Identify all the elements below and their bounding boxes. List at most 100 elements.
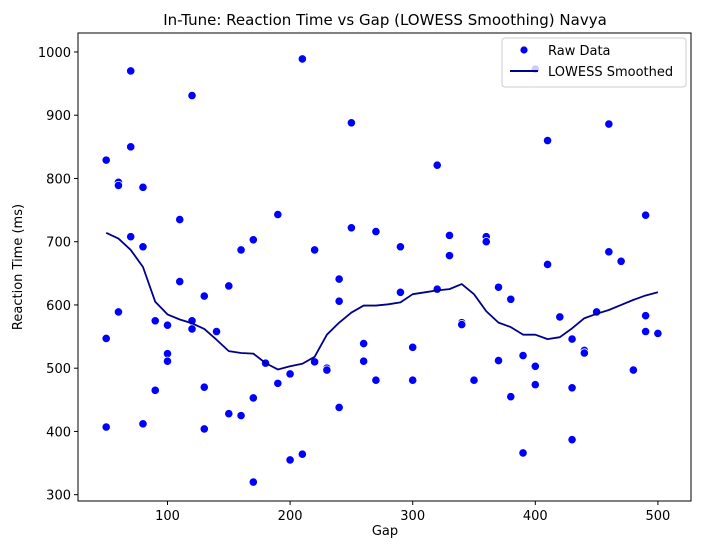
raw-data-point xyxy=(481,237,491,247)
raw-data-point xyxy=(199,291,209,301)
raw-data-point xyxy=(297,54,307,64)
raw-data-point xyxy=(444,251,455,261)
raw-data-point xyxy=(285,455,295,465)
raw-data-point xyxy=(641,210,651,220)
legend-label-lowess: LOWESS Smoothed xyxy=(548,65,673,80)
x-axis: 100 200 300 400 500 xyxy=(155,501,670,524)
x-tick-label: 400 xyxy=(523,509,548,524)
raw-data-point xyxy=(542,259,553,270)
x-tick-label: 200 xyxy=(278,509,303,524)
raw-data-point xyxy=(175,214,185,225)
raw-data-point xyxy=(224,281,234,291)
raw-data-point xyxy=(616,256,626,266)
raw-data-point xyxy=(187,91,197,101)
y-tick-label: 900 xyxy=(46,109,71,124)
raw-data-point xyxy=(567,435,577,445)
y-tick-label: 500 xyxy=(46,362,71,377)
y-axis: 300 400 500 600 700 800 900 1000 xyxy=(38,46,78,504)
raw-data-point xyxy=(641,326,651,337)
raw-data-point xyxy=(579,348,589,358)
raw-data-point xyxy=(138,182,148,192)
raw-data-point xyxy=(113,180,124,191)
raw-data-point xyxy=(432,284,442,294)
x-tick-label: 100 xyxy=(155,509,180,524)
raw-data-point xyxy=(493,355,504,366)
raw-data-point xyxy=(334,274,344,284)
raw-data-point xyxy=(101,155,111,165)
chart-title: In-Tune: Reaction Time vs Gap (LOWESS Sm… xyxy=(163,11,607,29)
y-tick-label: 1000 xyxy=(38,46,71,61)
raw-data-point xyxy=(211,326,222,337)
raw-data-point xyxy=(248,477,258,487)
raw-data-point xyxy=(285,369,295,379)
raw-data-point xyxy=(162,349,173,359)
raw-data-point xyxy=(542,135,553,146)
raw-data-point xyxy=(567,383,577,393)
y-axis-title: Reaction Time (ms) xyxy=(11,204,26,330)
raw-data-point xyxy=(469,375,479,385)
raw-data-point xyxy=(346,223,356,233)
raw-data-point xyxy=(506,294,516,304)
plot-area xyxy=(101,54,663,487)
raw-data-point xyxy=(530,380,540,390)
x-axis-title: Gap xyxy=(372,524,398,539)
raw-data-point xyxy=(346,118,356,128)
raw-data-point xyxy=(359,356,369,366)
raw-data-point xyxy=(101,422,111,432)
x-tick-label: 300 xyxy=(400,509,425,524)
raw-data-point xyxy=(113,307,124,317)
raw-data-point xyxy=(224,409,234,419)
raw-data-point xyxy=(236,245,246,255)
raw-data-point xyxy=(273,209,283,220)
raw-data-point xyxy=(126,232,136,242)
raw-data-point xyxy=(334,402,344,412)
raw-data-point xyxy=(408,375,418,385)
raw-data-point xyxy=(150,316,160,326)
raw-data-point xyxy=(310,245,320,255)
y-tick-label: 700 xyxy=(46,236,71,251)
raw-data-point xyxy=(199,382,209,392)
legend: Raw Data LOWESS Smoothed xyxy=(501,37,687,88)
raw-data-point xyxy=(138,242,148,252)
raw-data-point xyxy=(604,247,614,257)
raw-data-point xyxy=(101,333,111,344)
y-tick-label: 300 xyxy=(46,489,71,504)
raw-data-point xyxy=(457,319,467,330)
raw-data-point xyxy=(199,424,209,434)
raw-data-point xyxy=(126,66,136,76)
legend-marker-raw-data xyxy=(519,45,529,55)
raw-data-point xyxy=(604,119,614,129)
raw-data-point xyxy=(408,342,418,352)
raw-data-point xyxy=(518,448,528,458)
raw-data-point xyxy=(395,287,406,297)
raw-data-point xyxy=(236,411,246,421)
raw-data-point xyxy=(518,350,528,361)
raw-data-point xyxy=(126,142,136,152)
raw-data-point xyxy=(138,419,148,429)
y-tick-label: 400 xyxy=(46,425,71,440)
raw-data-point xyxy=(359,338,369,349)
raw-data-point xyxy=(653,328,663,339)
legend-box xyxy=(501,37,687,88)
raw-data-point xyxy=(248,235,258,245)
raw-data-point xyxy=(162,356,173,366)
raw-data-point xyxy=(273,378,283,388)
raw-data-point xyxy=(506,392,516,402)
raw-data-point xyxy=(641,311,651,321)
lowess-smoothed-line xyxy=(105,232,659,371)
raw-data-point xyxy=(322,365,332,375)
raw-data-point xyxy=(297,449,307,459)
raw-data-point xyxy=(248,393,258,403)
raw-data-point xyxy=(530,361,540,371)
raw-data-point xyxy=(555,312,565,322)
raw-data-point xyxy=(162,320,173,330)
plot-frame xyxy=(77,32,692,502)
raw-data-point xyxy=(628,365,638,375)
y-tick-label: 800 xyxy=(46,172,71,187)
y-tick-label: 600 xyxy=(46,299,71,314)
legend-label-raw-data: Raw Data xyxy=(548,44,611,59)
raw-data-point xyxy=(371,375,381,385)
raw-data-point xyxy=(444,230,455,240)
raw-data-point xyxy=(371,226,381,237)
